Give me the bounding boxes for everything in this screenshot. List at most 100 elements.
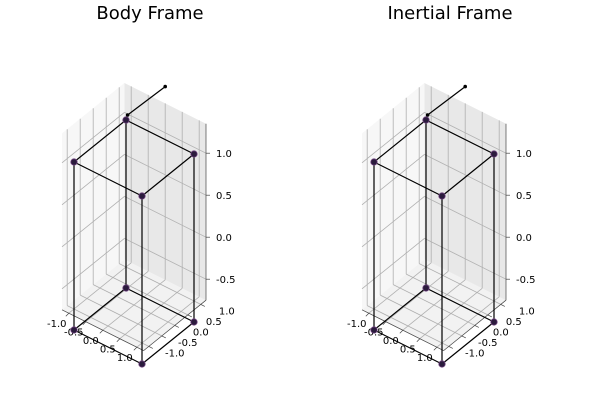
x-tick-mark: [399, 329, 404, 334]
x-tick-mark: [99, 329, 104, 334]
cube-edge: [441, 321, 495, 365]
gridline-y: [80, 294, 162, 337]
z-tick-label: 1.0: [216, 149, 232, 160]
x-tick-mark: [82, 321, 87, 325]
gridline-z: [124, 154, 207, 196]
y-tick-label: 1.0: [519, 306, 535, 317]
y-tick-mark: [487, 314, 492, 318]
vector-end-point: [163, 84, 167, 89]
x-tick-mark: [433, 346, 438, 351]
gridline-z: [424, 196, 507, 238]
cube-edge: [373, 161, 443, 197]
body-frame-cube: [70, 116, 198, 368]
cube-edge: [425, 287, 495, 323]
y-tick-label: 0.0: [493, 327, 509, 338]
cube-vertex-point: [122, 116, 130, 124]
cube-edge: [373, 329, 443, 365]
cube-vertex-point: [138, 360, 146, 368]
y-tick-mark: [500, 304, 505, 307]
cube-edge: [73, 287, 127, 331]
x-tick-label: 0.0: [83, 336, 99, 347]
cube-vertex-point: [490, 318, 498, 326]
cube-vertex-point: [438, 360, 446, 368]
cube-vertex-point: [190, 318, 198, 326]
cube-vertex-point: [138, 192, 146, 200]
cube-edge: [441, 153, 495, 197]
gridline-z: [361, 196, 425, 248]
x-tick-label: 1.0: [417, 353, 433, 364]
cube-edge: [125, 287, 195, 323]
inertial-frame-cube: [370, 116, 498, 368]
cube-edge: [73, 161, 143, 197]
cube-vertex-point: [370, 326, 378, 334]
body-frame-panel: -1.0-0.50.00.51.0-1.0-0.50.00.51.0-0.50.…: [47, 3, 236, 368]
z-tick-label: 0.0: [216, 233, 232, 244]
y-tick-label: -1.0: [465, 348, 485, 359]
gridline-z: [61, 112, 125, 164]
gridline-y: [67, 305, 149, 347]
z-tick-label: -0.5: [216, 275, 236, 286]
gridline-y: [380, 294, 462, 337]
cube-edge: [125, 119, 195, 155]
x-tick-mark: [365, 312, 370, 317]
gridline-z: [124, 112, 207, 154]
vector-start-point: [125, 113, 130, 117]
y-tick-mark: [187, 314, 192, 318]
gridline-z: [61, 196, 125, 248]
body-frame-grid: [61, 86, 210, 351]
cube-edge: [73, 329, 143, 365]
cube-edge: [141, 153, 195, 197]
cube-edge: [373, 287, 427, 331]
x-tick-label: 0.5: [100, 345, 116, 356]
y-tick-label: 1.0: [219, 306, 235, 317]
cube-vertex-point: [190, 150, 198, 158]
body-frame-vector-line: [127, 86, 166, 116]
x-tick-mark: [382, 321, 387, 325]
gridline-y: [93, 284, 175, 326]
inertial-frame-vector-line: [427, 86, 466, 116]
gridline-y: [393, 284, 475, 326]
cube-edge: [373, 119, 427, 163]
y-tick-mark: [200, 304, 205, 307]
cube-edge: [141, 321, 195, 365]
y-tick-mark: [161, 335, 166, 339]
gridline-z: [424, 238, 507, 280]
inertial-frame-title: Inertial Frame: [387, 3, 512, 24]
x-tick-label: 1.0: [117, 353, 133, 364]
x-tick-label: -1.0: [347, 319, 367, 330]
cube-edge: [425, 119, 495, 155]
cube-vertex-point: [122, 284, 130, 292]
cube-vertex-point: [490, 150, 498, 158]
z-tick-label: 0.5: [216, 191, 232, 202]
y-tick-mark: [448, 346, 453, 349]
gridline-y: [419, 263, 501, 305]
cube-vertex-point: [438, 192, 446, 200]
y-tick-label: -1.0: [165, 348, 185, 359]
gridline-y: [106, 273, 188, 316]
inertial-frame-grid: [361, 86, 510, 351]
cube-vertex-point: [422, 284, 430, 292]
vector-end-point: [463, 84, 468, 89]
cube-vertex-point: [70, 158, 78, 166]
z-tick-label: 0.0: [516, 233, 532, 244]
gridline-y: [367, 305, 449, 347]
cube-edge: [73, 119, 127, 163]
gridline-y: [119, 263, 201, 305]
gridline-z: [61, 238, 125, 290]
gridline-z: [424, 154, 507, 196]
y-tick-label: 0.0: [193, 327, 209, 338]
z-tick-label: -0.5: [516, 275, 536, 286]
y-tick-mark: [148, 346, 153, 349]
x-tick-mark: [133, 346, 138, 351]
z-tick-label: 1.0: [516, 149, 532, 160]
inertial-frame-panel: -1.0-0.50.00.51.0-1.0-0.50.00.51.0-0.50.…: [347, 3, 536, 368]
y-tick-label: 0.5: [206, 317, 222, 328]
y-tick-label: -0.5: [178, 338, 198, 349]
x-tick-mark: [416, 338, 421, 342]
gridline-z: [61, 154, 125, 206]
y-tick-mark: [461, 335, 466, 339]
y-tick-mark: [474, 325, 479, 328]
cube-vertex-point: [70, 326, 78, 334]
gridline-z: [124, 238, 207, 280]
